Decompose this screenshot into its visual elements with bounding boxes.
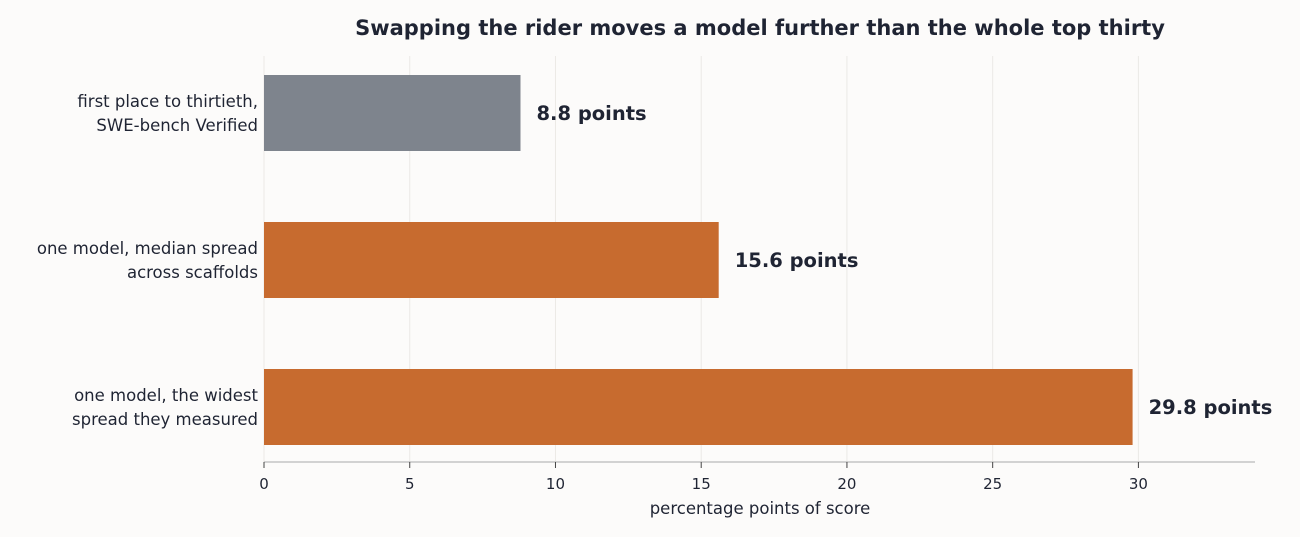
value-label: 8.8 points xyxy=(536,102,646,125)
value-label: 29.8 points xyxy=(1149,396,1273,419)
category-labels: first place to thirtieth, SWE-bench Verif… xyxy=(37,92,259,429)
category-label: first place to thirtieth, xyxy=(77,92,258,111)
bars xyxy=(264,75,1133,445)
x-tick-label: 25 xyxy=(983,475,1002,493)
value-label: 15.6 points xyxy=(735,249,859,272)
x-axis-label: percentage points of score xyxy=(650,499,871,518)
bar xyxy=(264,369,1133,445)
x-tick-label: 0 xyxy=(259,475,269,493)
category-label: SWE-bench Verified xyxy=(96,116,258,135)
x-tick-label: 10 xyxy=(546,475,565,493)
x-tick-label: 20 xyxy=(837,475,856,493)
bar xyxy=(264,222,719,298)
bar xyxy=(264,75,521,151)
value-labels: 8.8 points 15.6 points 29.8 points xyxy=(536,102,1272,419)
category-label: one model, the widest xyxy=(74,386,258,405)
x-axis-ticks: 0 5 10 15 20 25 30 xyxy=(259,462,1148,493)
category-label: spread they measured xyxy=(72,410,258,429)
x-tick-label: 5 xyxy=(405,475,415,493)
category-label: one model, median spread xyxy=(37,239,258,258)
x-tick-label: 30 xyxy=(1129,475,1148,493)
category-label: across scaffolds xyxy=(127,263,258,282)
x-tick-label: 15 xyxy=(692,475,711,493)
chart-title: Swapping the rider moves a model further… xyxy=(355,16,1165,40)
